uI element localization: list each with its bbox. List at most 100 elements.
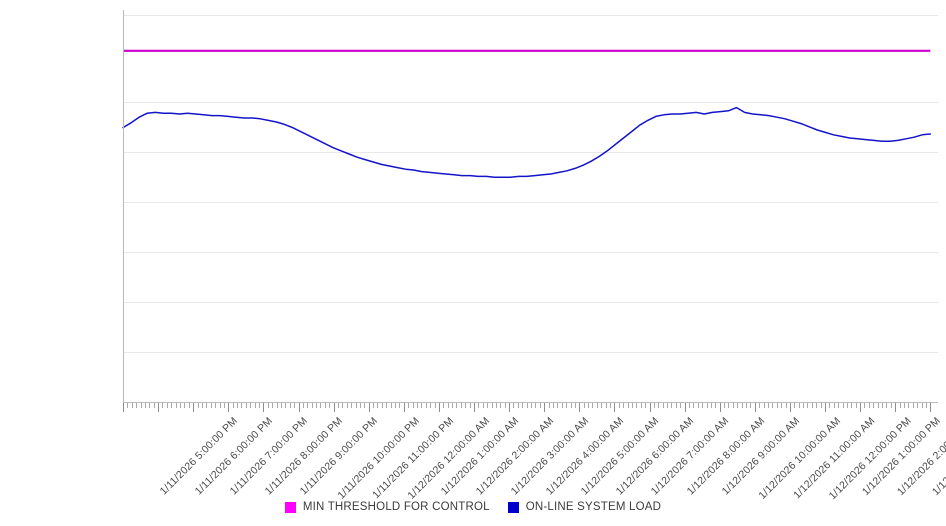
tick-major	[860, 403, 862, 412]
tick-major	[544, 403, 546, 412]
x-axis-label: 1/11/2026 9:00:00 PM	[298, 415, 381, 498]
gridline-3	[123, 202, 938, 203]
tick-minor	[855, 403, 857, 408]
tick-minor	[610, 403, 611, 408]
tick-minor	[307, 403, 309, 408]
x-axis-label: 1/12/2026 10:00:00 AM	[756, 415, 843, 502]
x-axis-label: 1/12/2026 8:00:00 AM	[684, 415, 767, 498]
tick-minor	[513, 403, 515, 408]
tick-minor	[175, 403, 177, 408]
tick-minor	[337, 403, 339, 408]
tick-minor	[245, 403, 247, 408]
tick-minor	[811, 403, 813, 408]
tick-minor	[223, 403, 225, 408]
x-axis-label: 1/12/2026 3:00:00 PM	[930, 415, 946, 498]
tick-minor	[794, 403, 796, 408]
x-axis-label: 1/12/2026 12:00:00 AM	[405, 415, 492, 502]
tick-minor	[697, 403, 699, 408]
tick-minor	[767, 403, 769, 408]
tick-minor	[570, 403, 572, 408]
tick-minor	[842, 403, 844, 408]
tick-minor	[465, 403, 467, 408]
tick-minor	[732, 403, 734, 408]
x-axis-label: 1/12/2026 7:00:00 AM	[649, 415, 732, 498]
x-axis-label: 1/11/2026 5:00:00 PM	[157, 415, 241, 498]
tick-minor	[890, 403, 892, 408]
tick-minor	[561, 403, 563, 408]
tick-minor	[215, 403, 217, 408]
tick-minor	[803, 403, 805, 408]
tick-minor	[166, 403, 168, 408]
x-axis-label: 1/12/2026 2:00:00 AM	[473, 415, 557, 498]
tick-minor	[710, 403, 712, 408]
tick-major	[579, 403, 581, 412]
tick-minor	[140, 403, 142, 408]
x-axis-label: 1/12/2026 2:00:00 PM	[894, 415, 946, 498]
tick-minor	[693, 403, 695, 408]
tick-minor	[671, 403, 673, 408]
tick-minor	[908, 403, 910, 408]
tick-minor	[653, 403, 655, 408]
tick-minor	[324, 403, 326, 408]
tick-minor	[408, 403, 410, 408]
tick-minor	[702, 403, 704, 408]
tick-minor	[645, 403, 647, 408]
tick-minor	[816, 403, 818, 408]
tick-minor	[482, 403, 484, 408]
tick-minor	[741, 403, 743, 408]
tick-minor	[925, 403, 927, 408]
tick-minor	[833, 403, 835, 408]
x-axis-label: 1/12/2026 11:00:00 AM	[790, 415, 878, 502]
tick-major	[649, 403, 651, 412]
x-axis-label: 1/11/2026 7:00:00 PM	[227, 415, 311, 498]
tick-minor	[737, 403, 739, 408]
tick-minor	[658, 403, 660, 408]
tick-minor	[820, 403, 822, 408]
tick-minor	[421, 403, 423, 408]
tick-major	[895, 403, 897, 412]
tick-major	[298, 403, 300, 412]
tick-major	[474, 403, 475, 412]
tick-minor	[864, 403, 866, 408]
tick-minor	[588, 403, 590, 408]
tick-minor	[197, 403, 199, 408]
tick-minor	[601, 403, 603, 408]
tick-minor	[232, 403, 234, 408]
legend-item[interactable]: MIN THRESHOLD FOR CONTROL	[284, 501, 490, 513]
tick-minor	[180, 403, 182, 408]
tick-minor	[724, 403, 726, 408]
tick-minor	[772, 403, 774, 408]
x-axis-label: 1/11/2026 11:00:00 PM	[369, 415, 456, 502]
tick-major	[193, 403, 195, 412]
legend-label: ON-LINE SYSTEM LOAD	[525, 501, 662, 513]
tick-minor	[846, 403, 848, 408]
tick-minor	[452, 403, 454, 408]
tick-minor	[903, 403, 905, 408]
x-axis-label: 1/12/2026 9:00:00 AM	[719, 415, 802, 498]
tick-minor	[162, 403, 164, 408]
tick-minor	[627, 403, 629, 408]
tick-major	[263, 403, 265, 412]
tick-minor	[921, 403, 923, 408]
tick-minor	[395, 403, 397, 408]
tick-minor	[851, 403, 853, 408]
tick-minor	[491, 403, 493, 408]
tick-minor	[219, 403, 221, 408]
legend-item[interactable]: ON-LINE SYSTEM LOAD	[507, 501, 662, 513]
tick-minor	[552, 403, 554, 408]
tick-minor	[487, 403, 489, 408]
tick-minor	[131, 403, 133, 408]
tick-minor	[171, 403, 173, 408]
tick-minor	[377, 403, 379, 408]
tick-minor	[605, 403, 607, 408]
tick-minor	[149, 403, 151, 408]
tick-minor	[583, 403, 585, 408]
tick-major	[158, 403, 160, 412]
tick-minor	[504, 403, 506, 408]
tick-minor	[399, 403, 401, 408]
tick-minor	[798, 403, 800, 408]
tick-major	[228, 403, 230, 412]
tick-minor	[912, 403, 914, 408]
x-axis-label: 1/12/2026 1:00:00 AM	[438, 415, 522, 498]
tick-minor	[153, 403, 155, 408]
